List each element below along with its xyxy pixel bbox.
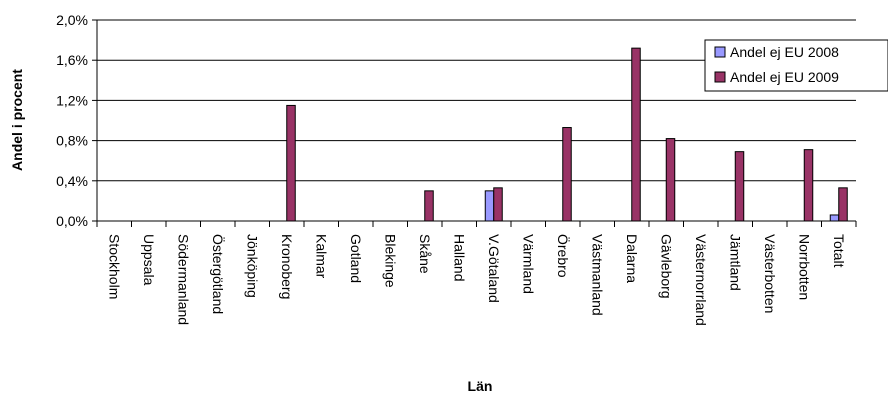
x-tick-label: Västerbotten [762, 234, 778, 313]
bar [829, 214, 840, 222]
legend-swatch [714, 46, 726, 58]
legend-swatch [714, 71, 726, 83]
x-tick-label: Västmanland [589, 234, 605, 316]
bar [493, 187, 503, 222]
bar [631, 47, 641, 222]
x-tick-label: Örebro [555, 234, 572, 278]
x-tick-label: Gotland [348, 234, 364, 283]
x-tick-label: Kalmar [313, 234, 329, 279]
y-tick-label: 0,8% [56, 133, 88, 149]
legend-label: Andel ej EU 2008 [730, 44, 839, 60]
x-tick-label: Östergötland [210, 234, 227, 314]
x-tick-labels: Stockholm Uppsala Södermanland Östergötland… [106, 234, 847, 326]
x-tick-label: Gävleborg [658, 234, 674, 299]
bar [803, 149, 814, 222]
bar [665, 138, 676, 222]
x-tick-label: Skåne [417, 234, 433, 274]
x-tick-label: Kronoberg [279, 234, 295, 299]
legend-label: Andel ej EU 2009 [730, 69, 839, 85]
y-tick-label: 2,0% [56, 12, 88, 28]
x-tick-label: V.Götaland [486, 234, 502, 303]
x-tick-label: Stockholm [106, 234, 122, 299]
x-tick-label: Norrbotten [796, 234, 812, 300]
x-tick-label: Värmland [520, 234, 536, 294]
bar [734, 151, 745, 222]
x-tick-label: Totalt [831, 234, 847, 268]
axes [92, 19, 857, 227]
x-tick-label: Södermanland [175, 234, 191, 325]
bars [286, 47, 848, 222]
bar [838, 187, 848, 222]
bar [484, 190, 495, 222]
x-tick-label: Blekinge [382, 234, 398, 288]
legend-box [704, 39, 888, 92]
x-tick-label: Västernorrland [693, 234, 709, 326]
y-tick-label: 1,2% [56, 92, 88, 108]
legend: Andel ej EU 2008 Andel ej EU 2009 [704, 39, 888, 92]
x-tick-label: Halland [451, 234, 467, 281]
x-tick-label: Jämtland [727, 234, 743, 291]
y-tick-label: 0,4% [56, 173, 88, 189]
bar [424, 190, 434, 222]
x-tick-label: Dalarna [624, 234, 640, 283]
y-tick-labels: 0,0% 0,4% 0,8% 1,2% 1,6% 2,0% [56, 12, 88, 229]
y-tick-label: 0,0% [56, 213, 88, 229]
y-axis-label: Andel i procent [9, 69, 25, 171]
x-axis-label: Län [468, 378, 493, 394]
bar [562, 127, 572, 222]
y-tick-label: 1,6% [56, 52, 88, 68]
x-tick-label: Uppsala [141, 234, 157, 286]
bar [286, 104, 296, 222]
x-tick-label: Jönköping [244, 234, 260, 298]
